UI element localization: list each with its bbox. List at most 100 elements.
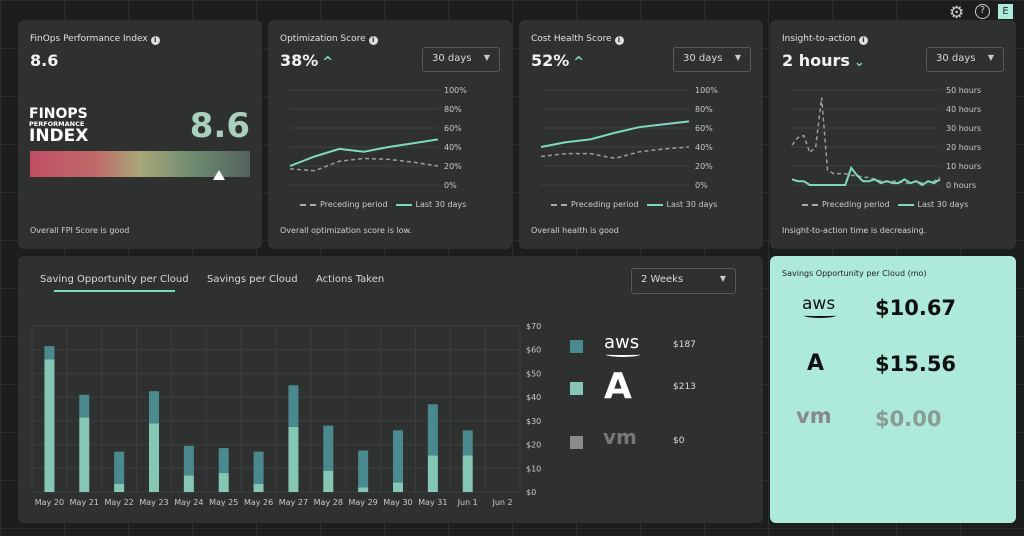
series-last-30-days: [289, 138, 439, 167]
y-tick-label: 30 hours: [946, 124, 981, 133]
bar-aws: [218, 448, 229, 474]
x-tick-label: May 21: [70, 498, 99, 507]
info-icon[interactable]: i: [614, 36, 624, 45]
vmware-logo-icon: vm: [796, 404, 832, 428]
range-select[interactable]: 2 Weeks ▼: [631, 268, 736, 294]
series-last-30-days: [540, 120, 690, 148]
y-tick-label: $10: [526, 464, 541, 473]
chart-legend: Preceding period Last 30 days: [300, 200, 466, 209]
x-tick-label: May 22: [105, 498, 134, 507]
bar-aws: [323, 425, 334, 471]
fpi-big-value: 8.6: [189, 106, 250, 146]
tab-savings-per-cloud[interactable]: Savings per Cloud: [207, 274, 298, 285]
azure-logo-icon: A: [807, 351, 825, 376]
legend-swatch: [570, 436, 583, 449]
cost-health-card: Cost Health Score i 52% ^ 30 days ▼ 100% 80%…: [519, 20, 763, 249]
y-tick-label: $60: [526, 346, 541, 355]
info-icon[interactable]: i: [858, 36, 868, 45]
info-icon[interactable]: i: [150, 36, 160, 45]
bar-azure: [218, 473, 229, 492]
y-tick-label: $50: [526, 369, 541, 378]
card-footer: Overall FPI Score is good: [30, 226, 130, 235]
bar-aws: [358, 450, 369, 488]
y-tick-label: 10 hours: [946, 162, 981, 171]
card-footer: Overall optimization score is low.: [280, 226, 412, 235]
bar-aws: [288, 385, 299, 427]
bar-azure: [44, 359, 55, 492]
y-tick-label: 20 hours: [946, 143, 981, 152]
series-preceding-period: [540, 146, 690, 160]
series-last-30-days: [791, 165, 941, 187]
x-tick-label: May 29: [349, 498, 378, 507]
card-footer: Insight-to-action time is decreasing.: [782, 226, 927, 235]
score-value: 38% ^: [280, 51, 334, 70]
y-tick-label: 80%: [444, 105, 462, 114]
y-tick-label: 100%: [444, 86, 467, 95]
card-title: Insight-to-action i: [782, 34, 868, 45]
y-tick-label: 40%: [695, 143, 713, 152]
tab-saving-opportunity[interactable]: Saving Opportunity per Cloud: [40, 274, 189, 292]
card-title: Savings Opportunity per Cloud (mo): [782, 269, 927, 278]
x-tick-label: May 20: [35, 498, 64, 507]
y-tick-label: 50 hours: [946, 86, 981, 95]
range-select[interactable]: 30 days ▼: [422, 47, 500, 72]
caret-down-icon: ▼: [719, 274, 726, 283]
y-tick-label: 20%: [444, 162, 462, 171]
help-icon[interactable]: ?: [975, 4, 990, 19]
y-tick-label: 100%: [695, 86, 718, 95]
bar-aws: [393, 430, 403, 483]
y-tick-label: 0%: [444, 181, 457, 190]
series-preceding-period: [289, 157, 439, 172]
insight-line-chart: 50 hours 40 hours 30 hours 20 hours 10 hours…: [791, 86, 981, 190]
bar-aws: [427, 404, 438, 456]
caret-down-icon: ▼: [987, 53, 994, 62]
bar-azure: [183, 475, 194, 492]
y-tick-label: 40 hours: [946, 105, 981, 114]
bar-azure: [427, 455, 438, 492]
bar-aws: [462, 430, 473, 456]
y-tick-label: 80%: [695, 105, 713, 114]
bar-aws: [149, 391, 159, 424]
legend-swatch: [570, 382, 583, 395]
optimization-card: Optimization Score i 38% ^ 30 days ▼ 100% 80…: [268, 20, 512, 249]
savings-card: Saving Opportunity per Cloud Savings per…: [18, 256, 763, 523]
aws-logo-icon: aws: [802, 294, 836, 318]
bar-aws: [183, 445, 194, 476]
y-tick-label: $40: [526, 393, 541, 402]
info-icon[interactable]: i: [368, 36, 378, 45]
legend-total: $213: [673, 382, 696, 392]
tab-actions-taken[interactable]: Actions Taken: [316, 274, 385, 285]
y-tick-label: 0%: [695, 181, 708, 190]
range-select[interactable]: 30 days ▼: [673, 47, 751, 72]
gear-icon[interactable]: ⚙: [949, 3, 965, 23]
caret-down-icon: ▼: [483, 53, 490, 62]
y-tick-label: 0 hours: [946, 181, 976, 190]
x-tick-label: May 25: [209, 498, 238, 507]
bar-aws: [253, 451, 264, 484]
card-title: Cost Health Score i: [531, 34, 624, 45]
bar-azure: [79, 417, 90, 492]
fpi-value: 8.6: [30, 51, 59, 70]
y-tick-label: 60%: [695, 124, 713, 133]
aws-logo-icon: aws: [604, 332, 640, 357]
vmware-logo-icon: vm: [603, 425, 637, 449]
user-avatar[interactable]: E: [998, 4, 1013, 19]
y-tick-label: $20: [526, 441, 541, 450]
y-tick-label: 20%: [695, 162, 713, 171]
savings-bar-chart: $0 $10 $20 $30 $40 $50 $60 $70 May 20 May 21 May 2…: [31, 322, 541, 507]
bar-azure: [288, 426, 299, 492]
x-tick-label: May 28: [314, 498, 343, 507]
bar-azure: [323, 470, 334, 492]
y-tick-label: 40%: [444, 143, 462, 152]
series-preceding-period: [791, 97, 941, 184]
azure-logo-icon: A: [604, 366, 632, 407]
x-tick-label: Jun 2: [492, 498, 513, 507]
caret-down-icon: ▼: [734, 53, 741, 62]
bar-azure: [393, 482, 403, 492]
y-tick-label: 60%: [444, 124, 462, 133]
fpi-card: FinOps Performance Index i 8.6 FINOPS PER…: [18, 20, 262, 249]
x-tick-label: May 27: [279, 498, 308, 507]
x-tick-label: May 30: [383, 498, 412, 507]
range-select[interactable]: 30 days ▼: [926, 47, 1004, 72]
azure-opportunity-value: $15.56: [875, 352, 957, 376]
